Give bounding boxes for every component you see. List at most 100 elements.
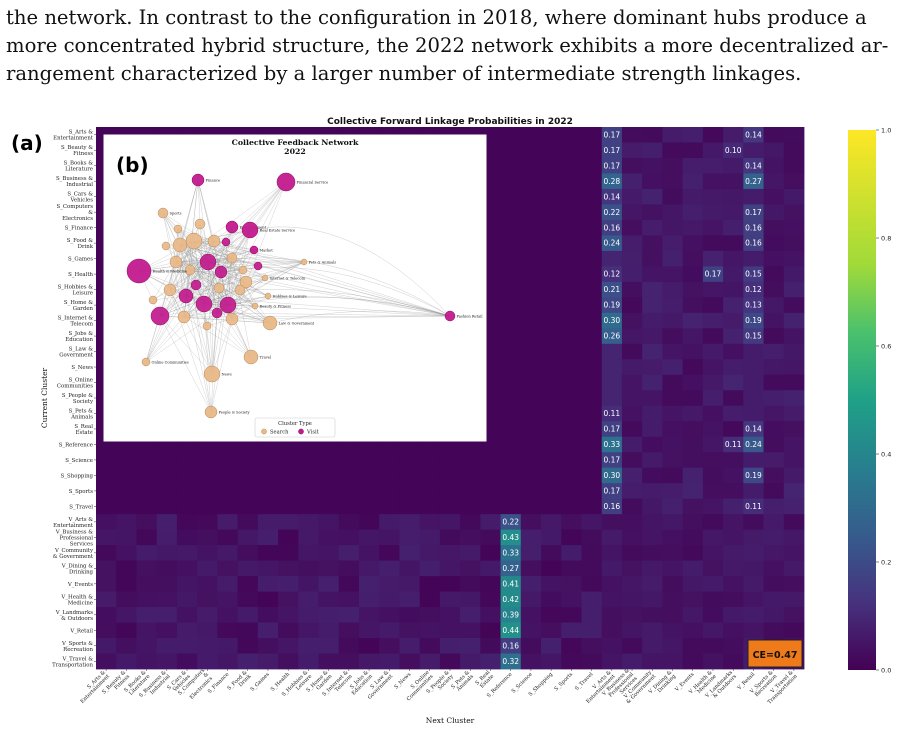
search-node [261,274,269,282]
network-edge [231,257,305,263]
heatmap-cell [581,467,603,484]
visit-node [249,245,259,255]
heatmap-cell [379,576,400,592]
heatmap-cell [379,498,400,515]
heatmap-cell [702,653,724,670]
heatmap-cell [278,560,299,577]
heatmap-cell [116,514,137,531]
heatmap-cell [783,560,805,577]
heatmap-cell [176,514,198,531]
row-tick-line: Drink [78,244,94,250]
heatmap-cell [520,297,542,314]
col-tick-group: S_Games [250,671,271,692]
col-tick-label: S_Food &Drink [226,669,253,696]
heatmap-cell [702,421,724,438]
heatmap-cell [318,514,340,531]
heatmap-cell [439,622,461,639]
heatmap-cell [197,607,218,623]
heatmap-cell [460,591,481,608]
heatmap-cell [601,607,623,623]
heatmap-cell [561,560,582,577]
row-tick-label: S_Sports [69,489,94,495]
network-edge [159,269,244,317]
node-label: Finance [206,179,221,183]
cell-value-label: 0.19 [745,316,762,325]
heatmap-cell [480,576,501,592]
row-tick-line: Industrial [66,182,93,188]
heatmap-cell [399,638,421,654]
heatmap-cell [682,266,704,283]
search-node [243,349,259,365]
heatmap-cell [621,297,643,314]
heatmap-cell [217,483,238,500]
heatmap-cell [338,452,360,469]
heatmap-cell [318,529,340,546]
heatmap-cell [702,560,724,577]
heatmap-cell [662,235,684,252]
network-edge [189,269,269,297]
heatmap-cell [217,452,238,469]
row-tick-line: S_Cars & [67,192,93,198]
row-tick-line: V_Sports & [61,641,93,647]
heatmap-cell [682,467,704,484]
heatmap-cell [257,514,279,531]
heatmap-cell [541,467,562,484]
heatmap-cell [541,452,562,469]
heatmap-cell [379,452,400,469]
heatmap-cell [338,545,360,561]
heatmap-cell [541,638,562,654]
visit-node [199,253,217,271]
heatmap-cell [500,328,522,345]
cell-value-label: 0.14 [745,161,762,170]
node-label: Real Estate Service [260,229,296,233]
heatmap-cell [298,607,319,623]
heatmap-cell [156,529,178,546]
heatmap-cell [723,281,744,298]
row-tick-label: V_Travel & Transportation [52,656,93,668]
heatmap-cell [520,498,542,515]
heatmap-cell [763,405,785,422]
heatmap-cell [460,653,481,670]
heatmap-cell [723,607,744,623]
row-tick-line: S_Real [74,424,93,430]
heatmap-cell [743,343,764,360]
cell-value-label: 0.19 [603,301,620,310]
heatmap-cell [480,653,501,670]
node-label: Travel [260,356,272,360]
visit-node [253,261,263,271]
heatmap-cell [237,638,259,654]
search-node [172,237,188,253]
heatmap-cell [561,436,582,453]
heatmap-cell [642,514,663,531]
visit-node [214,265,228,279]
heatmap-cell [500,390,522,407]
heatmap-cell [257,452,279,469]
heatmap-cell [662,374,684,391]
network-edge [159,315,213,375]
heatmap-cell [460,576,481,592]
heatmap-cell [621,545,643,561]
heatmap-cell [419,483,441,500]
heatmap-cell [500,638,522,654]
heatmap-cell [500,498,522,515]
row-tick-line: S_Business & [56,176,93,182]
cell-value-label: 0.12 [603,270,620,279]
heatmap-cell [723,266,744,283]
heatmap-cell [541,157,562,174]
heatmap-cell [642,359,663,376]
heatmap-cell [621,281,643,298]
heatmap-cell [541,622,562,639]
network-edge [185,295,212,413]
heatmap-cell [763,328,785,345]
heatmap-cell [561,142,582,159]
heatmap-cell [399,514,421,531]
heatmap-cell [96,622,117,639]
heatmap-cell [723,452,744,469]
heatmap-cell [520,421,542,438]
heatmap-cell [763,483,785,500]
heatmap-cell [682,157,704,174]
y-axis-label: Current Cluster [40,367,49,428]
heatmap-cell [581,266,603,283]
network-edge [159,261,209,317]
heatmap-cell [702,545,724,561]
